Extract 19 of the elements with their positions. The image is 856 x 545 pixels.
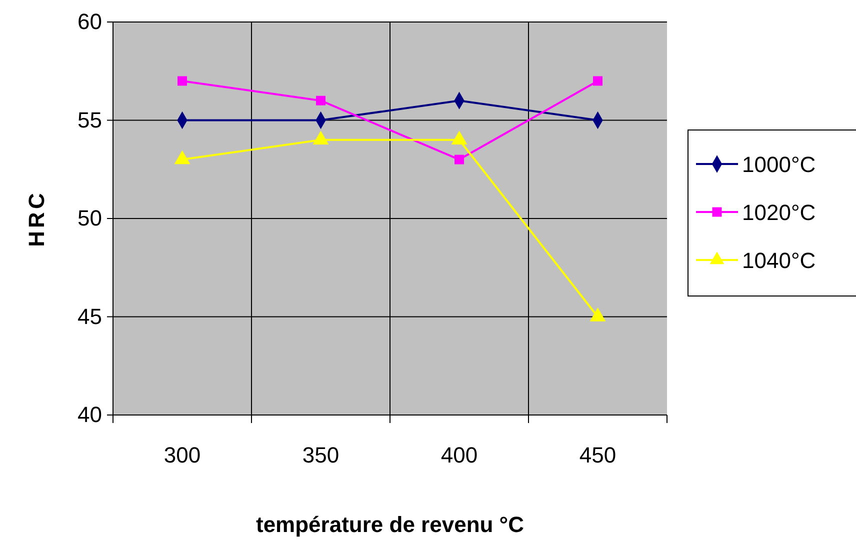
y-tick-label: 45 [78, 304, 102, 329]
x-axis-title: température de revenu °C [256, 512, 524, 537]
point [178, 76, 187, 86]
legend-label: 1000°C [742, 152, 816, 177]
y-tick-label: 50 [78, 206, 102, 231]
y-tick-label: 60 [78, 9, 102, 34]
point [593, 76, 602, 86]
x-tick-label: 450 [579, 442, 616, 468]
point [454, 154, 464, 164]
y-tick-label: 55 [78, 107, 102, 132]
point [590, 308, 606, 322]
legend-label: 1020°C [742, 200, 816, 225]
legend-label: 1040°C [742, 248, 816, 273]
x-tick-label: 350 [302, 442, 340, 468]
x-tick-label: 300 [164, 442, 201, 468]
y-tick-label: 40 [78, 402, 102, 428]
x-tick-label: 400 [440, 442, 478, 468]
point [316, 96, 326, 106]
y-axis-title: HRC [24, 190, 49, 247]
